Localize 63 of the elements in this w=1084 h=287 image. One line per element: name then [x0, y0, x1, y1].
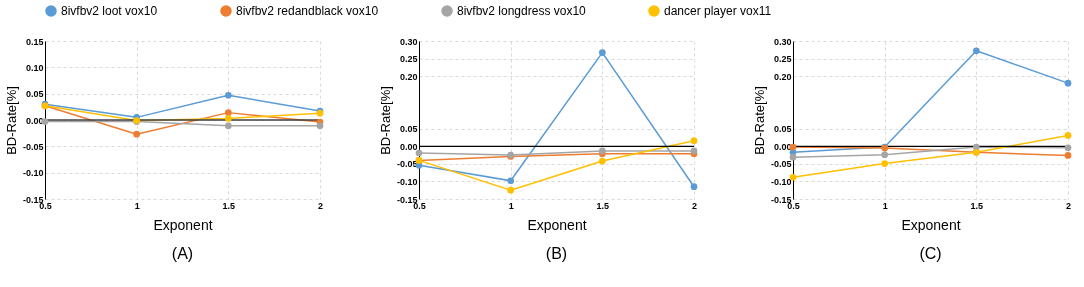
point [224, 91, 232, 99]
y-axis-title: BD-Rate[%] [751, 86, 767, 155]
x-tick-label: 2 [317, 200, 324, 211]
point [1064, 132, 1072, 139]
x-axis-title: Exponent [153, 216, 213, 233]
point [789, 153, 797, 161]
y-axis-title: BD-Rate[%] [377, 86, 393, 155]
point [224, 109, 232, 116]
y-tick-label: 0.10 [25, 62, 44, 73]
point [881, 151, 889, 159]
x-tick-label: 1.5 [970, 200, 984, 211]
y-tick-label: 0.25 [773, 54, 792, 65]
point [972, 143, 980, 151]
point [415, 149, 423, 157]
point [690, 183, 698, 191]
y-axis-title: BD-Rate[%] [3, 86, 19, 155]
x-tick-label: 1 [134, 200, 140, 211]
x-axis-title: Exponent [527, 216, 587, 233]
y-tick-label: 0.05 [399, 124, 418, 135]
y-tick-label: 0.20 [399, 71, 418, 82]
point [789, 173, 797, 181]
y-tick-label: 0.25 [399, 54, 418, 65]
y-tick-label: 0.00 [399, 141, 418, 152]
legend-label: dancer player vox11 [664, 4, 772, 18]
x-tick-label: 2 [691, 200, 698, 211]
text: (B) [545, 245, 568, 262]
y-tick-label: 0.30 [399, 36, 418, 47]
point [316, 122, 324, 130]
point [224, 115, 232, 122]
point [1064, 79, 1072, 87]
point [1064, 144, 1072, 152]
point [224, 122, 232, 130]
text: (C) [919, 245, 942, 262]
y-tick-label: 0.30 [773, 36, 792, 47]
point [507, 177, 515, 185]
x-tick-label: 2 [1065, 200, 1072, 211]
legend-label: 8ivfbv2 loot vox10 [61, 4, 158, 18]
y-tick-label: 0.05 [25, 89, 44, 100]
point [598, 49, 606, 56]
legend-label: 8ivfbv2 redandblack vox10 [236, 4, 379, 18]
x-tick-label: 1.5 [222, 200, 236, 211]
y-tick-label: 0.15 [25, 36, 44, 47]
x-axis-title: Exponent [901, 216, 961, 233]
y-tick-label: -0.05 [770, 159, 792, 170]
x-tick-label: 1.5 [596, 200, 610, 211]
point [598, 157, 606, 165]
y-tick-label: -0.05 [22, 141, 44, 152]
y-tick-label: 0.00 [773, 141, 792, 152]
text: (A) [171, 245, 194, 262]
y-tick-label: 0.05 [773, 124, 792, 135]
point [507, 186, 515, 194]
y-tick-label: -0.10 [22, 168, 44, 179]
y-tick-label: -0.10 [396, 176, 418, 187]
x-tick-label: 1 [882, 200, 888, 211]
point [881, 160, 889, 167]
point [690, 137, 698, 145]
y-tick-label: -0.10 [770, 176, 792, 187]
point [133, 130, 141, 138]
x-tick-label: 1 [508, 200, 514, 211]
legend-label: 8ivfbv2 longdress vox10 [457, 4, 587, 18]
point [1064, 152, 1072, 159]
point [972, 47, 980, 55]
y-tick-label: 0.20 [773, 71, 792, 82]
